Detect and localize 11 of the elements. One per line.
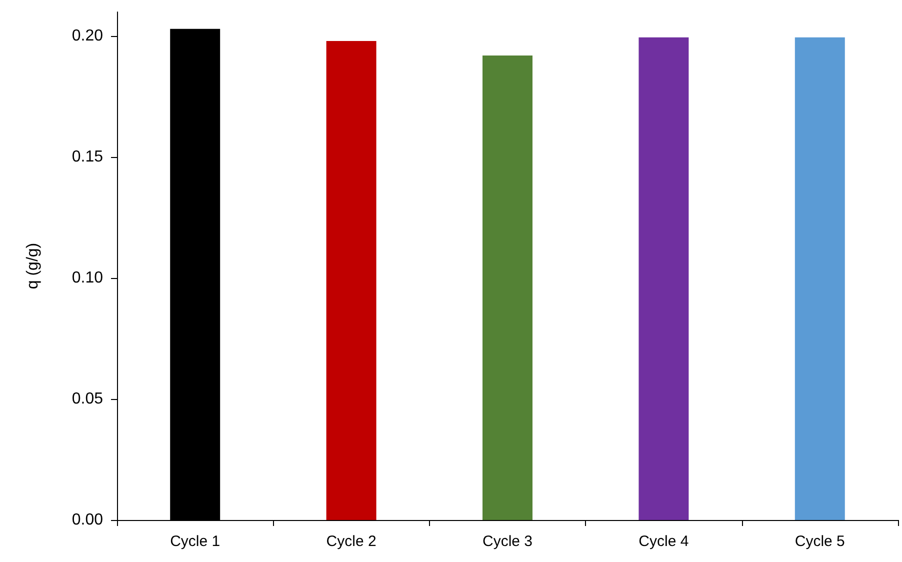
x-tick-label: Cycle 2: [326, 533, 376, 550]
x-tick-label: Cycle 1: [170, 533, 220, 550]
y-tick-label: 0.00: [72, 512, 104, 528]
x-tick-label: Cycle 5: [794, 533, 845, 550]
y-tick-label: 0.05: [72, 390, 104, 408]
y-tick-label: 0.10: [72, 270, 104, 287]
x-tick-label: Cycle 3: [482, 533, 533, 550]
x-tick-label: Cycle 4: [638, 533, 689, 550]
y-axis-title: q (g/g): [24, 242, 42, 290]
y-tick-label: 0.20: [72, 28, 104, 45]
y-tick-label: 0.15: [72, 148, 104, 166]
